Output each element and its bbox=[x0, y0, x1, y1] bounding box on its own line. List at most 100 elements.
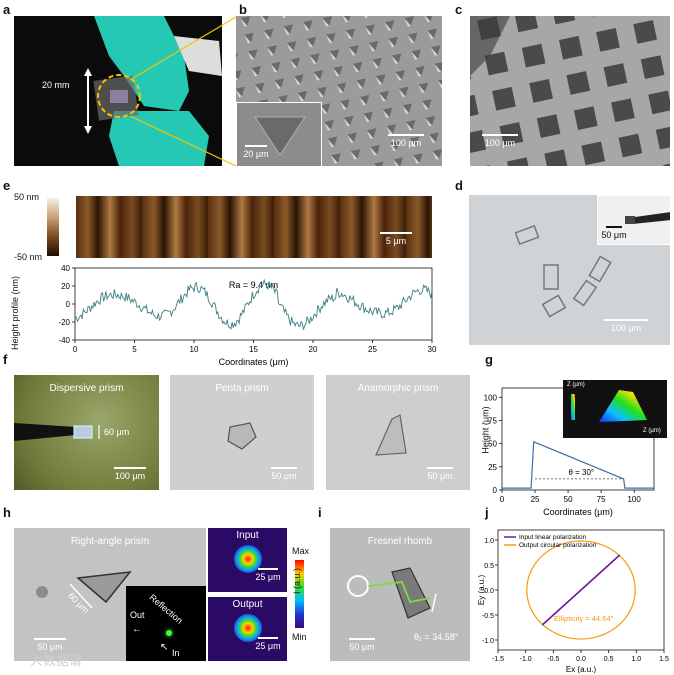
panel-label-e: e bbox=[3, 178, 11, 193]
square-pattern bbox=[470, 16, 670, 166]
right-angle-title: Right-angle prism bbox=[70, 536, 150, 547]
legend-circular-text: Output circular polarization bbox=[519, 542, 597, 549]
scale-bar-b: 100 μm bbox=[384, 134, 428, 148]
anamorphic-prism-photo: Anamorphic prism 50 μm bbox=[326, 375, 470, 490]
height-profile-line bbox=[74, 278, 433, 331]
g-ylabel: Height (μm) bbox=[480, 406, 491, 454]
scale-bar-output: 25 μm bbox=[252, 637, 284, 651]
d-inset: 50 μm bbox=[597, 195, 670, 245]
g-xtick-label: 50 bbox=[564, 495, 573, 504]
e-ytick-label: -40 bbox=[58, 336, 70, 345]
panel-label-d: d bbox=[455, 178, 463, 193]
sem-square-array: 100 μm bbox=[470, 16, 670, 166]
anamorphic-title: Anamorphic prism bbox=[357, 383, 439, 394]
input-beam-spot bbox=[234, 545, 262, 573]
intensity-colorbar bbox=[295, 560, 304, 628]
j-xtick-label: 1.5 bbox=[659, 656, 669, 663]
tweezer-prism bbox=[14, 423, 100, 441]
afm-colorbar bbox=[47, 198, 59, 256]
scale-bar-e: 5 μm bbox=[376, 232, 416, 246]
j-ytick-label: -1.0 bbox=[482, 638, 494, 645]
panel-label-g: g bbox=[485, 352, 493, 367]
dispersive-title: Dispersive prism bbox=[49, 383, 124, 394]
output-beam-panel: Output 25 μm bbox=[208, 597, 287, 661]
scale-bar-f1: 100 μm bbox=[110, 467, 150, 481]
j-xlabel: Ex (a.u.) bbox=[566, 665, 597, 674]
scale-bar-inset: 20 μm bbox=[241, 145, 271, 159]
inset-3d-icon bbox=[571, 390, 647, 422]
panel-label-f: f bbox=[3, 352, 8, 367]
sem-inset: 20 μm bbox=[236, 102, 322, 166]
e-ytick-label: -20 bbox=[58, 318, 70, 327]
right-angle-prism-photo: Right-angle prism 60 μm 50 μm Reflection… bbox=[14, 528, 206, 661]
input-title: Input bbox=[236, 530, 259, 541]
g-ytick-label: 75 bbox=[488, 416, 497, 425]
e-ytick-label: 20 bbox=[61, 282, 70, 291]
polarization-chart: 1.0 0.5 0.0 -0.5 -1.0 -1.5 -1.0 -0.5 0.0 0.5 1.0 1.… bbox=[478, 529, 669, 674]
height-profile-ylabel: Height profile (nm) bbox=[10, 275, 21, 351]
arrow-out-icon: ← bbox=[132, 624, 142, 635]
penta-title: Penta prism bbox=[215, 383, 269, 394]
out-label: Out bbox=[130, 610, 145, 620]
j-ytick-label: 0.5 bbox=[484, 563, 494, 570]
scale-bar-c: 100 μm bbox=[478, 134, 522, 148]
zoom-lines bbox=[129, 16, 237, 167]
panel-label-j: j bbox=[485, 505, 489, 520]
output-beam-spot bbox=[234, 614, 262, 642]
panel-label-b: b bbox=[239, 2, 247, 17]
cbar-min: Min bbox=[292, 632, 307, 642]
anamorphic-prism-icon bbox=[375, 414, 407, 456]
scale-bar-d: 100 μm bbox=[601, 319, 651, 333]
j-xtick-label: -1.0 bbox=[520, 656, 532, 663]
watermark: 大数据谱 bbox=[30, 653, 83, 668]
colorbar-min: -50 nm bbox=[14, 252, 43, 262]
j-ytick-label: 1.0 bbox=[484, 538, 494, 545]
g-xlabel: Coordinates (μm) bbox=[543, 507, 613, 517]
dispersive-dim: 60 μm bbox=[104, 427, 130, 437]
input-linear-line bbox=[541, 554, 621, 626]
ra-label: Ra = 9.4 nm bbox=[229, 280, 278, 290]
scale-bar-d-inset: 50 μm bbox=[600, 226, 628, 240]
inset-zlabel: Z (μm) bbox=[567, 382, 585, 388]
height-profile-g-line bbox=[502, 440, 654, 489]
glove-illustration bbox=[84, 16, 222, 166]
afm-map: 5 μm bbox=[76, 196, 432, 258]
scale-bar-input: 25 μm bbox=[252, 568, 284, 582]
g-ytick-label: 0 bbox=[493, 486, 498, 495]
j-ytick-label: -0.5 bbox=[482, 613, 494, 620]
e-ytick-label: 40 bbox=[61, 264, 70, 273]
penta-prism-photo: Penta prism 50 μm bbox=[170, 375, 314, 490]
green-spot bbox=[166, 630, 172, 636]
e-xtick-label: 25 bbox=[368, 345, 377, 354]
panel-label-a: a bbox=[3, 2, 11, 17]
output-circular-curve bbox=[526, 540, 636, 640]
reflection-inset: Reflection Out In ← ↖ bbox=[126, 586, 206, 661]
g-inset-3d: Z (μm) Z (μm) bbox=[563, 380, 667, 438]
g-ytick-label: 100 bbox=[484, 393, 498, 402]
fresnel-rhomb-photo: Fresnel rhomb θ₁ = 34.58° 50 μm bbox=[330, 528, 470, 661]
sample-size-label: 20 mm bbox=[42, 80, 70, 90]
sem-triangle-array: 20 μm 100 μm bbox=[236, 16, 442, 166]
tweezer-icon bbox=[625, 212, 670, 224]
colorbar-max: 50 nm bbox=[14, 192, 40, 202]
scale-bar-i: 50 μm bbox=[344, 638, 380, 652]
j-xtick-label: 0.0 bbox=[576, 656, 586, 663]
rect-prisms bbox=[514, 224, 612, 318]
output-title: Output bbox=[232, 599, 263, 610]
in-label: In bbox=[172, 648, 180, 658]
fresnel-rhomb-icon bbox=[347, 567, 437, 619]
j-xtick-label: -1.5 bbox=[492, 656, 504, 663]
j-ytick-label: 0.0 bbox=[484, 588, 494, 595]
g-xtick-label: 100 bbox=[627, 495, 641, 504]
j-ylabel: Ey (a.u.) bbox=[478, 575, 486, 606]
g-xtick-label: 0 bbox=[500, 495, 505, 504]
g-ytick-label: 50 bbox=[488, 440, 497, 449]
penta-prism-icon bbox=[227, 422, 257, 450]
e-xlabel: Coordinates (μm) bbox=[219, 357, 289, 367]
e-xtick-label: 20 bbox=[309, 345, 318, 354]
g-ytick-label: 25 bbox=[488, 463, 497, 472]
g-xtick-label: 75 bbox=[597, 495, 606, 504]
scale-bar-f2: 50 μm bbox=[266, 467, 302, 481]
reflection-label: Reflection bbox=[147, 592, 185, 626]
